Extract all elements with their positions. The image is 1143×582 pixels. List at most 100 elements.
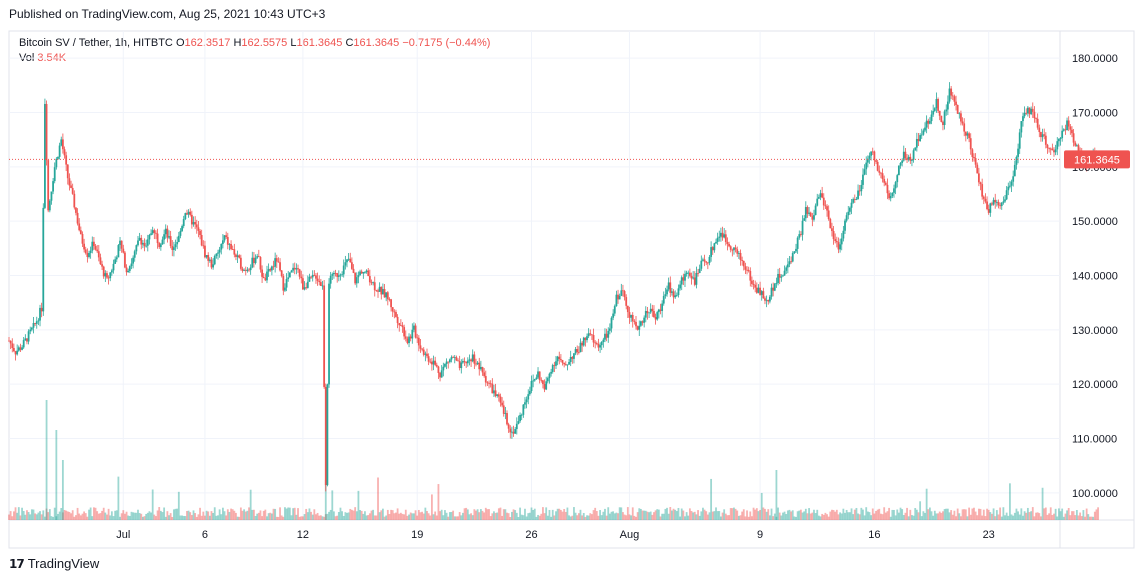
time-axis[interactable]: Jul 6 12 19 26 Aug 9 16 23 [116, 529, 995, 541]
candle-body [605, 333, 608, 338]
candle-body [453, 357, 456, 359]
volume-bar [757, 511, 760, 520]
candle-body [881, 173, 884, 180]
volume-bar [1054, 508, 1057, 520]
volume-bar [703, 509, 706, 520]
candle-body [1061, 130, 1064, 139]
price-axis[interactable]: 100.0000 110.0000 120.0000 130.0000 140.0000… [1072, 53, 1118, 500]
candle-body [179, 230, 182, 236]
volume-bar [899, 507, 902, 520]
volume-bar [35, 514, 38, 520]
candle-body [417, 337, 420, 346]
volume-bar [398, 513, 401, 520]
volume-bar [860, 507, 863, 520]
volume-bar [220, 514, 223, 520]
candle-body [174, 244, 177, 248]
candle-body [840, 238, 843, 245]
candle-body [917, 138, 920, 141]
candle-body [878, 170, 881, 173]
volume-bar [324, 514, 327, 520]
volume-bar [951, 514, 954, 520]
volume-bar [71, 510, 74, 520]
volume-bar [548, 509, 551, 520]
candle-body [70, 185, 72, 188]
volume-bar [946, 508, 949, 520]
candle-body [648, 312, 650, 314]
volume-bar [1043, 508, 1046, 520]
volume-bar [922, 511, 925, 520]
candle-body [1004, 199, 1006, 202]
candle-body [181, 226, 183, 231]
candle-body [871, 151, 874, 153]
volume-bar [880, 513, 882, 520]
volume-bar [930, 511, 933, 520]
candle-body [548, 373, 551, 379]
high-value: 162.5575 [241, 37, 288, 49]
volume-bar [933, 510, 936, 520]
volume-bar [445, 512, 448, 520]
volume-bar [248, 507, 250, 520]
candle-body [83, 243, 86, 250]
volume-bar [827, 516, 830, 520]
candle-body [911, 159, 913, 161]
open-value: 162.3517 [184, 37, 231, 49]
volume-bar [421, 511, 424, 520]
tradingview-brand[interactable]: 𝟭𝟳 TradingView [9, 556, 99, 571]
candle-body [969, 138, 972, 150]
volume-bar [796, 511, 799, 520]
volume-bar [693, 511, 696, 520]
volume-bar [656, 509, 659, 520]
volume-bar [484, 507, 487, 520]
y-tick-label: 140.0000 [1072, 271, 1118, 283]
candle-body [646, 310, 649, 314]
volume-bar [1023, 511, 1026, 520]
candle-body [468, 359, 471, 361]
volume-bar [680, 508, 683, 520]
volume-bar [917, 512, 920, 520]
volume-bar [486, 509, 489, 520]
volume-bar [821, 513, 824, 520]
volume-bar [267, 513, 270, 520]
candle-body [716, 237, 719, 242]
candle-body [151, 230, 154, 234]
candle-body [419, 345, 422, 349]
candle-body [413, 325, 415, 330]
candle-body [1018, 132, 1021, 149]
candle-body [58, 145, 61, 157]
volume-bar [728, 515, 730, 520]
candle-body [16, 350, 19, 355]
candle-body [1040, 132, 1042, 138]
candle-body [452, 357, 455, 358]
candle-body [141, 242, 144, 245]
candle-body [564, 364, 567, 366]
candle-body [238, 255, 241, 258]
candle-body [542, 380, 544, 385]
candle-body [979, 182, 982, 185]
volume-bar [995, 510, 998, 520]
volume-bar [197, 514, 200, 520]
candle-body [764, 298, 766, 301]
volume-bar [37, 512, 40, 520]
volume-bar [876, 509, 879, 520]
volume-bar [631, 507, 634, 520]
volume-bar [855, 507, 858, 520]
volume-bar [359, 510, 361, 520]
candle-body [997, 201, 1000, 206]
volume-bar [305, 508, 308, 520]
last-price-marker: 161.3645 [9, 150, 1130, 169]
candle-body [839, 244, 842, 250]
volume-bar [569, 516, 572, 520]
volume-bar [713, 511, 716, 520]
volume-bar [677, 507, 680, 520]
candle-body [378, 286, 381, 292]
volume-bar [48, 509, 51, 520]
candle-body [641, 321, 644, 323]
volume-bar [9, 511, 12, 520]
volume-bar [530, 507, 533, 520]
candle-body [865, 162, 868, 170]
volume-bar [409, 512, 412, 520]
volume-bar [991, 513, 993, 520]
candle-body [507, 424, 510, 429]
volume-bar [1028, 512, 1031, 520]
